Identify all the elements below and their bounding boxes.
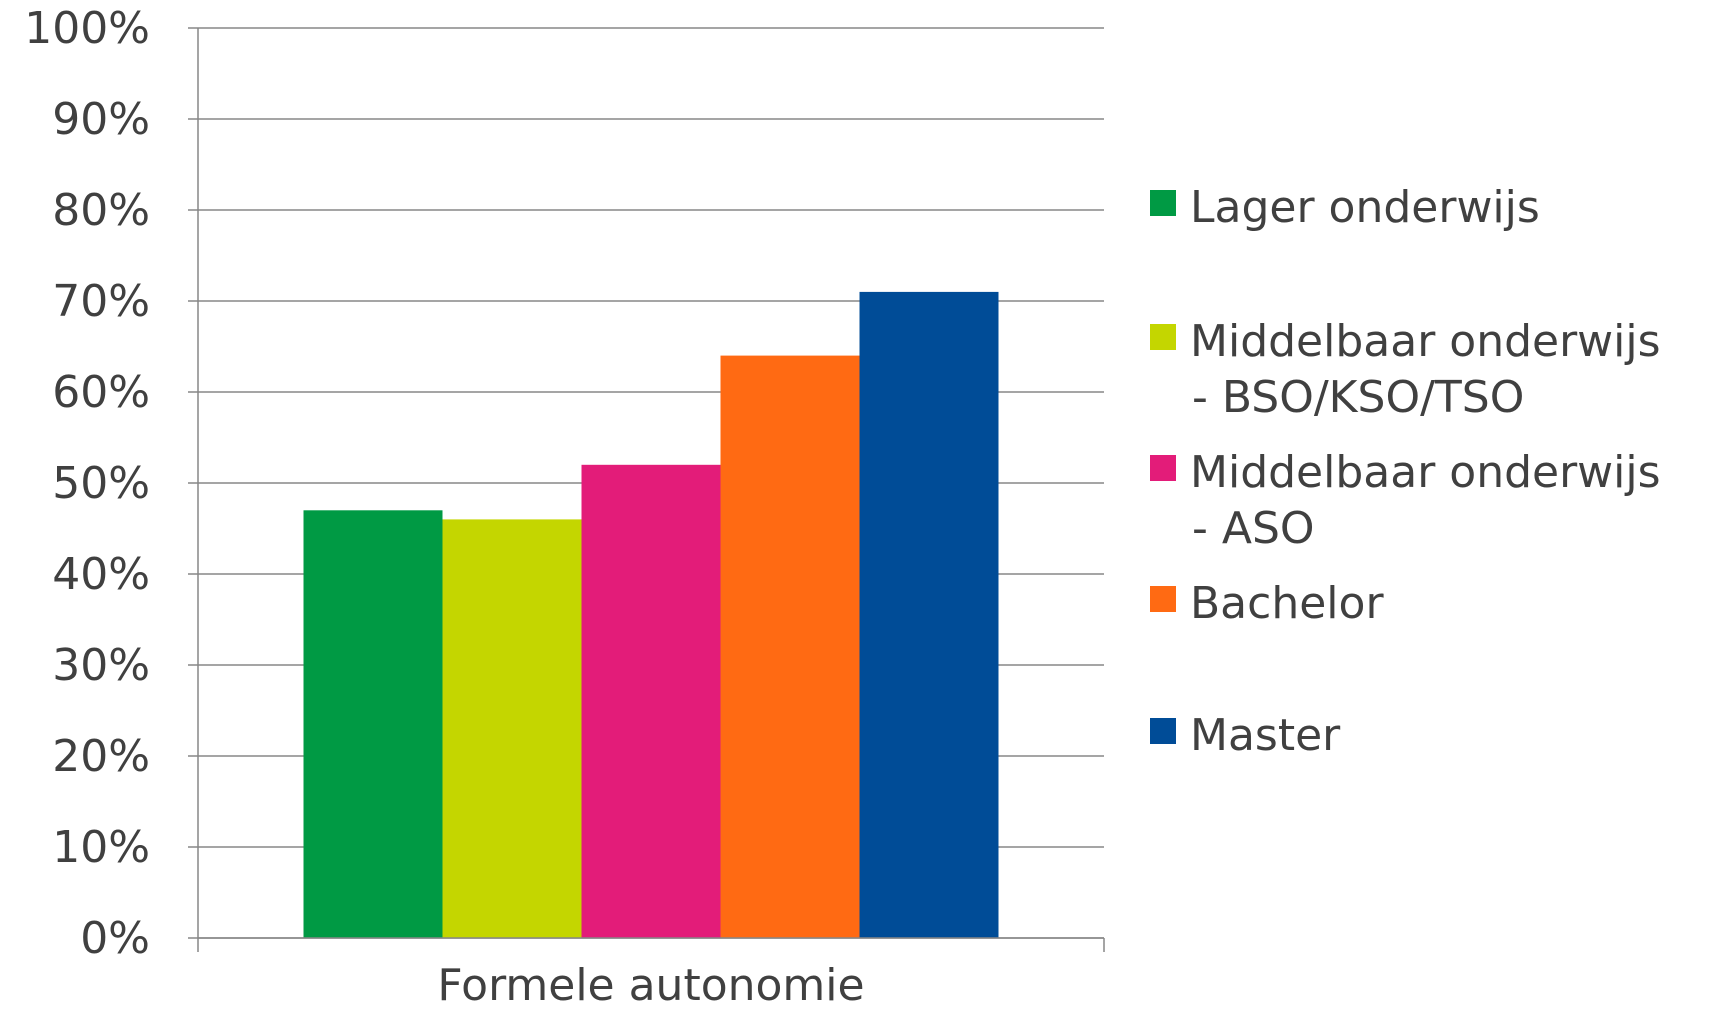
y-tick-label: 70% xyxy=(52,276,150,327)
y-tick-label: 30% xyxy=(52,640,150,691)
y-tick-label: 90% xyxy=(52,94,150,145)
bar-middelbaar-onderwijs-aso xyxy=(581,464,721,938)
y-tick-label: 0% xyxy=(80,913,150,964)
y-axis-tick-labels: 0% 10% 20% 30% 40% 50% 60% 70% 80% 90% 100% xyxy=(24,3,150,964)
legend-entry: Middelbaar onderwijs- BSO/KSO/TSO xyxy=(1150,316,1661,423)
y-tick-label: 10% xyxy=(52,822,150,873)
legend-entry: Middelbaar onderwijs- ASO xyxy=(1150,447,1661,554)
bars xyxy=(303,291,999,939)
legend-label: Bachelor xyxy=(1190,578,1384,629)
legend-swatch xyxy=(1150,190,1176,216)
bar-lager-onderwijs xyxy=(303,510,443,938)
legend-swatch xyxy=(1150,324,1176,350)
legend-swatch xyxy=(1150,455,1176,481)
y-tick-label: 80% xyxy=(52,185,150,236)
y-tick-label: 50% xyxy=(52,458,150,509)
legend-label: - ASO xyxy=(1192,503,1315,554)
legend-label: Middelbaar onderwijs xyxy=(1190,447,1661,498)
legend-swatch xyxy=(1150,718,1176,744)
legend-label: Middelbaar onderwijs xyxy=(1190,316,1661,367)
axes xyxy=(197,28,1105,952)
x-category-label: Formele autonomie xyxy=(437,960,864,1011)
bar-bachelor xyxy=(720,355,860,939)
legend-entry: Lager onderwijs xyxy=(1150,182,1540,233)
y-tick-label: 60% xyxy=(52,367,150,418)
legend-entry: Bachelor xyxy=(1150,578,1384,629)
y-tick-label: 100% xyxy=(24,3,150,54)
legend-label: Lager onderwijs xyxy=(1190,182,1540,233)
legend-label: - BSO/KSO/TSO xyxy=(1192,372,1524,423)
y-tick-label: 40% xyxy=(52,549,150,600)
legend-entry: Master xyxy=(1150,710,1341,761)
legend-label: Master xyxy=(1190,710,1341,761)
x-axis-category-labels: Formele autonomie xyxy=(437,960,864,1011)
legend-swatch xyxy=(1150,586,1176,612)
y-tick-label: 20% xyxy=(52,731,150,782)
bar-middelbaar-onderwijs-bso-kso-tso xyxy=(442,519,582,938)
bar-master xyxy=(859,291,999,938)
